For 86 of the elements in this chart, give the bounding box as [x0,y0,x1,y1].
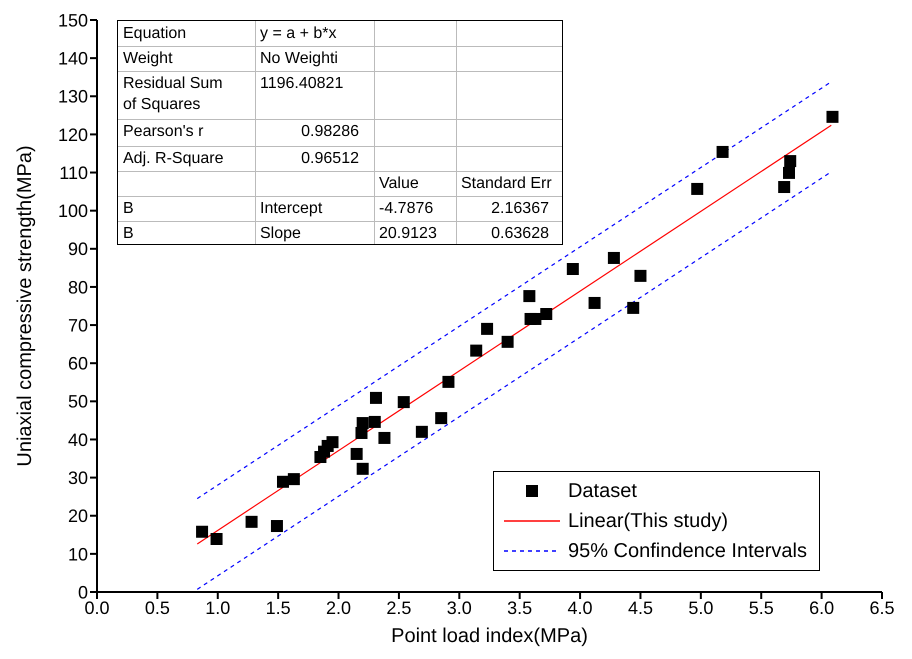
x-tick-label: 2.0 [326,598,352,618]
annotation: 1196.40821 [260,74,344,94]
annotation: 20.9123 [379,224,438,244]
y-tick-label: 140 [58,48,88,69]
point [502,336,514,348]
point [368,416,381,428]
point [627,302,640,314]
annotation: -4.7876 [379,199,434,219]
point [588,296,601,309]
annotation: Pearson's r [123,122,204,142]
point [778,181,790,194]
point [196,526,208,538]
x-tick-label: 1.5 [266,598,291,618]
point [276,476,289,488]
point [270,520,283,532]
point [826,110,838,123]
y-axis-title: Uniaxial compressive strength(MPa) [14,145,36,467]
x-tick-label: 4.5 [628,598,653,618]
point [370,392,382,404]
y-tick-label: 30 [68,468,88,488]
x-tick-label: 6.5 [869,598,895,618]
y-tick-label: 80 [68,277,88,298]
point [350,448,363,460]
point [470,344,482,357]
point [326,436,338,448]
annotation: B [123,199,135,219]
annotation: No Weighti [260,49,339,69]
point [523,290,536,302]
x-tick-label: 3.5 [507,598,532,618]
point [691,182,704,195]
point [288,473,300,486]
annotation: B [123,224,135,244]
annotation: Standard Err [461,174,552,194]
annotation: 2.16367 [490,199,549,219]
point [716,146,729,158]
annotation: Value [379,174,420,194]
point [540,308,552,320]
y-tick-label: 70 [68,315,88,336]
x-tick-label: 5.5 [748,598,774,618]
x-tick-label: 4.0 [568,598,593,618]
point [442,376,454,388]
y-tick-label: 150 [58,10,88,30]
annotation: 0.98286 [300,122,359,142]
y-tick-label: 50 [68,392,88,412]
point [356,462,369,475]
point [398,396,410,408]
x-tick-label: 6.0 [809,598,834,618]
y-tick-label: 40 [68,430,88,450]
point [566,263,579,276]
annotation: Residual Sum of Squares [123,74,224,115]
annotation: Slope [260,224,302,244]
legend-label: Linear(This study) [568,510,728,532]
point [783,166,796,179]
y-tick-label: 110 [59,162,88,183]
annotation: Adj. R-Square [123,149,224,169]
x-tick-label: 1.0 [205,598,230,618]
point [210,532,223,545]
x-axis-title: Point load index(MPa) [391,625,588,647]
x-tick-label: 0.5 [144,598,170,618]
point [416,426,428,438]
x-tick-label: 3.0 [446,598,472,618]
y-tick-label: 90 [68,239,88,260]
y-tick-label: 10 [68,544,88,564]
point [481,322,494,335]
legend-label: Dataset [568,480,637,502]
point [634,270,646,282]
point [356,417,369,430]
y-tick-label: 100 [58,201,88,222]
y-tick-label: 60 [68,354,88,374]
point [435,412,448,424]
annotation: y = a + b*x [260,24,338,44]
annotation: Intercept [260,199,324,219]
y-tick-label: 20 [68,506,88,526]
point [784,155,796,168]
legend-label: 95% Confindence Intervals [568,540,807,562]
y-tick-label: 120 [58,124,88,145]
annotation: 0.63628 [490,224,549,244]
annotation: Weight [123,49,174,69]
point [378,432,390,444]
point [246,516,258,528]
y-tick-label: 130 [58,86,88,107]
point [608,252,620,264]
x-tick-label: 2.5 [386,598,412,618]
annotation: 0.96512 [300,149,359,169]
annotation: Equation [123,24,188,44]
x-tick-label: 5.0 [688,598,714,618]
